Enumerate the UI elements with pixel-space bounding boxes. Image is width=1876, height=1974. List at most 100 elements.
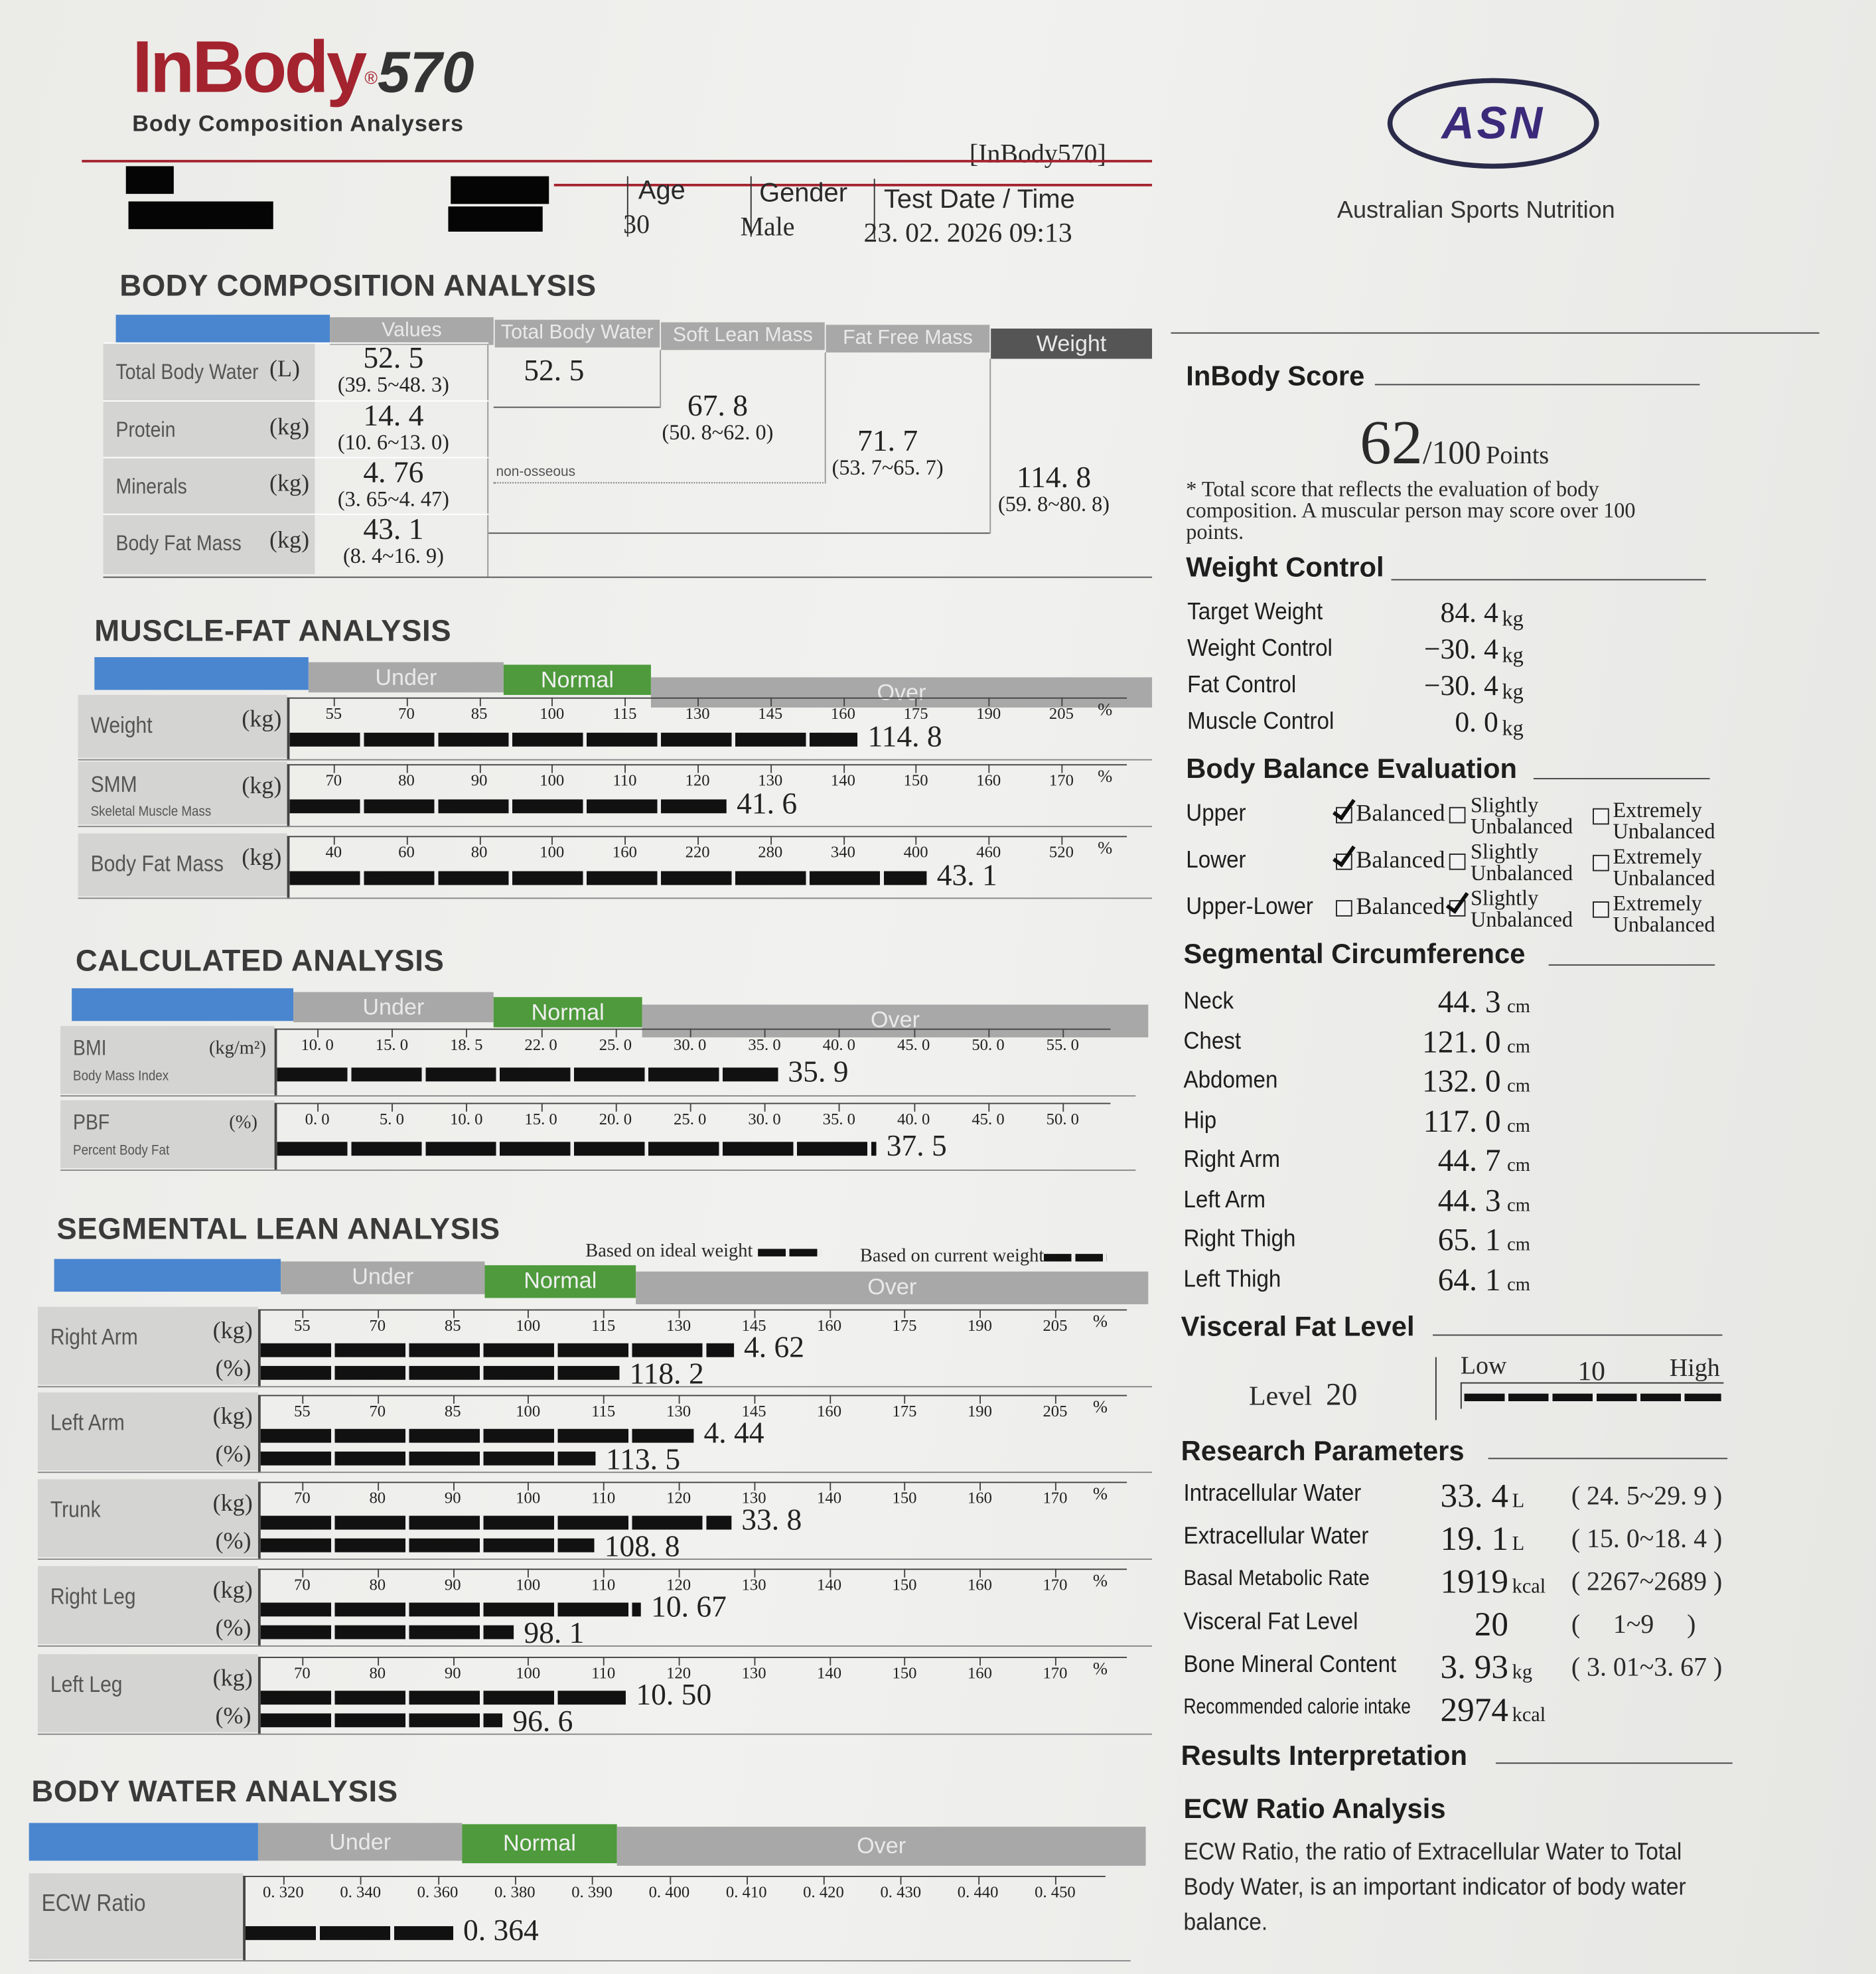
research-value: 33. 4 <box>1440 1476 1508 1515</box>
balanced-checkbox[interactable] <box>1336 900 1352 917</box>
extremely-unbalanced-checkbox[interactable] <box>1593 854 1609 872</box>
band-over: Over <box>616 1827 1146 1866</box>
tick-mark <box>979 1568 981 1578</box>
tick-label: 0. 400 <box>648 1882 690 1902</box>
row-divider <box>103 513 489 515</box>
tick-mark <box>904 1657 906 1666</box>
row-label-bg <box>37 1566 258 1645</box>
tick-label: 120 <box>685 770 710 790</box>
tick-mark <box>979 1481 981 1491</box>
tick-unit: % <box>1098 840 1113 859</box>
left-leg-bar-percent <box>260 1713 503 1728</box>
row-unit-percent: (%) <box>215 1703 252 1730</box>
row-unit-percent: (%) <box>215 1615 252 1642</box>
tick-label: 60 <box>398 842 415 862</box>
weight-control-value: −30. 4 <box>1423 633 1498 665</box>
scale-axis <box>287 764 1127 766</box>
tick-mark <box>528 1657 530 1666</box>
research-unit: L <box>1512 1533 1525 1555</box>
smm-bar-value: 41. 6 <box>737 788 798 821</box>
tick-mark <box>302 1657 304 1666</box>
ffm-value-text: 71. 7 <box>857 425 918 459</box>
tick-mark <box>437 1876 439 1885</box>
trunk-bar-value: 33. 8 <box>741 1504 802 1537</box>
slm-range: (50. 8~62. 0) <box>662 420 774 445</box>
tick-label: 170 <box>1043 1574 1068 1594</box>
tick-mark <box>479 836 480 845</box>
tick-label: 340 <box>830 842 855 862</box>
tick-label: 18. 5 <box>450 1035 483 1054</box>
tick-mark <box>1061 764 1063 773</box>
tick-label: 35. 0 <box>822 1108 856 1128</box>
tick-mark <box>453 1568 455 1578</box>
tick-mark <box>603 1309 605 1318</box>
balanced-checkbox[interactable] <box>1336 853 1352 870</box>
tick-mark <box>697 764 699 773</box>
extremely-unbalanced-checkbox[interactable] <box>1593 808 1609 825</box>
extremely-label: Extremely <box>1613 844 1702 869</box>
tick-label: 150 <box>892 1487 917 1507</box>
tick-label: 130 <box>666 1401 691 1420</box>
slightly-unbalanced-checkbox[interactable] <box>1449 900 1466 917</box>
tick-label: 160 <box>967 1487 992 1507</box>
ffm-value: 71. 7 (53. 7~65. 7) <box>806 425 970 481</box>
slightly-unbalanced-checkbox[interactable] <box>1449 806 1466 824</box>
value-text: 4. 76 <box>363 457 424 490</box>
tick-label: 130 <box>685 704 710 723</box>
visceral-level: Level 20 <box>1249 1379 1357 1414</box>
tick-mark <box>1054 1568 1056 1578</box>
asn-logo: ASN <box>1387 78 1599 169</box>
tick-label: 90 <box>444 1574 461 1594</box>
tick-mark <box>979 1657 981 1666</box>
left-arm-bar-value: 4. 44 <box>703 1417 764 1450</box>
research-value: 2974 <box>1440 1691 1508 1729</box>
tick-label: 160 <box>817 1401 842 1420</box>
tick-mark <box>1062 1102 1064 1112</box>
tick-mark <box>528 1309 530 1318</box>
pbf-bar <box>277 1142 877 1156</box>
slightly-unbalanced-checkbox[interactable] <box>1449 853 1466 870</box>
tick-mark <box>829 1568 831 1578</box>
tick-mark <box>754 1395 755 1404</box>
legend-current-swatch <box>1044 1253 1108 1261</box>
research-value: 1919 <box>1440 1562 1508 1600</box>
row-unit: (L) <box>269 356 301 383</box>
row-bottom-rule <box>37 1472 1153 1474</box>
tick-mark <box>317 1028 319 1037</box>
tick-mark <box>829 1395 831 1404</box>
tick-mark <box>1054 1395 1056 1404</box>
results-title: Results Interpretation <box>1181 1740 1468 1772</box>
tick-mark <box>592 1876 593 1885</box>
tick-label: 220 <box>685 842 710 862</box>
tick-mark <box>541 1028 542 1037</box>
tick-mark <box>764 1102 766 1112</box>
weight-value: 114. 8 (59. 8~80. 8) <box>972 463 1136 518</box>
weight-control-value: −30. 4 <box>1423 670 1498 702</box>
extremely-unbalanced-checkbox[interactable] <box>1593 901 1609 918</box>
level-value: 20 <box>1326 1378 1358 1413</box>
slm-value-text: 67. 8 <box>687 390 748 423</box>
body-comp-label-bg <box>103 342 315 574</box>
tick-mark <box>824 1876 825 1885</box>
tick-label: 130 <box>741 1574 766 1594</box>
tick-label: 90 <box>444 1663 461 1682</box>
ecw-ratio-bar-value: 0. 364 <box>463 1914 539 1948</box>
tick-mark <box>754 1568 755 1578</box>
tick-mark <box>603 1657 605 1666</box>
row-unit-percent: (%) <box>215 1355 252 1383</box>
left-leg-bar-value-percent: 96. 6 <box>512 1706 573 1739</box>
tick-label: 115 <box>591 1316 616 1335</box>
row-unit: (kg) <box>242 773 282 800</box>
tick-mark <box>901 1876 902 1885</box>
date-value: 23. 02. 2026 09:13 <box>863 216 1072 248</box>
pbf-bar-value: 37. 5 <box>886 1130 947 1164</box>
row-value-protein: 14. 4 (10. 6~13. 0) <box>315 402 472 456</box>
circumference-unit: cm <box>1507 1076 1530 1097</box>
balanced-checkbox[interactable] <box>1336 806 1352 824</box>
tick-mark <box>916 836 917 845</box>
tick-label: 40. 0 <box>822 1035 856 1054</box>
tick-label: 85 <box>470 704 488 723</box>
band-over: Over <box>642 1004 1149 1037</box>
circumference-title: Segmental Circumference <box>1183 938 1526 970</box>
visceral-gauge <box>1460 1382 1724 1409</box>
